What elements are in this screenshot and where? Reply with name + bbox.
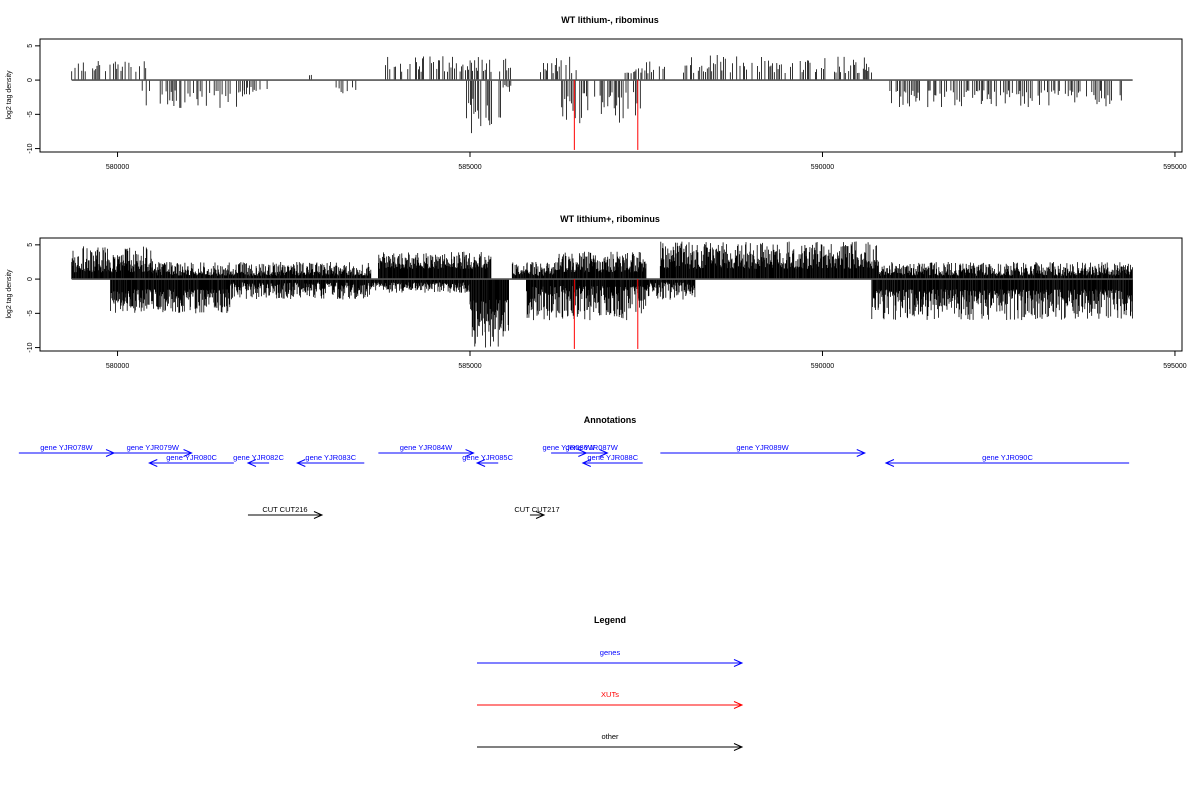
y-tick-label: 5 bbox=[27, 44, 34, 48]
feature-arrowhead bbox=[884, 459, 895, 467]
feature-label: gene YJR085C bbox=[462, 453, 513, 462]
feature-arrowhead bbox=[148, 459, 158, 467]
y-axis-label: log2 tag density bbox=[6, 70, 13, 120]
annotation-feature: gene YJR083C bbox=[296, 453, 365, 467]
annotation-feature: CUT CUT217 bbox=[514, 505, 560, 519]
y-tick-label: -10 bbox=[27, 143, 34, 153]
plot-lithium-plus: WT lithium+, ribominus log2 tag density … bbox=[6, 214, 1187, 370]
feature-arrowhead bbox=[246, 459, 257, 467]
legend-label: other bbox=[601, 732, 619, 741]
tag-density-bars bbox=[71, 55, 1133, 134]
legend-items: genes XUTs other bbox=[477, 648, 744, 751]
feature-label: gene YJR090C bbox=[982, 453, 1033, 462]
annotation-feature: gene YJR084W bbox=[378, 443, 475, 457]
feature-label: gene YJR079W bbox=[127, 443, 180, 452]
annotations-title: Annotations bbox=[584, 415, 637, 425]
legend-item: XUTs bbox=[477, 690, 744, 709]
annotation-feature: gene YJR088C bbox=[581, 453, 643, 467]
feature-arrowhead bbox=[475, 459, 486, 467]
x-tick-label: 580000 bbox=[106, 164, 129, 171]
y-tick-label: 5 bbox=[27, 243, 34, 247]
legend-item: genes bbox=[477, 648, 744, 667]
feature-arrowhead bbox=[599, 449, 609, 457]
legend-title: Legend bbox=[594, 615, 626, 625]
annotation-feature: gene YJR085C bbox=[462, 453, 514, 467]
x-tick-label: 590000 bbox=[811, 164, 834, 171]
legend-panel: Legend genes XUTs other bbox=[477, 615, 744, 751]
plot-frame bbox=[39, 38, 1183, 153]
y-tick-label: 0 bbox=[27, 277, 34, 281]
annotation-feature: CUT CUT216 bbox=[247, 505, 324, 519]
legend-label: genes bbox=[600, 648, 621, 657]
y-tick-label: 0 bbox=[27, 78, 34, 82]
feature-label: gene YJR082C bbox=[233, 453, 284, 462]
tag-density-bars bbox=[71, 241, 1133, 348]
y-axis: 5 0 -5 -10 bbox=[27, 44, 41, 154]
legend-label: XUTs bbox=[601, 690, 619, 699]
x-tick-label: 585000 bbox=[458, 164, 481, 171]
feature-label: gene YJR086W bbox=[543, 443, 596, 452]
x-axis: 580000 585000 590000 595000 bbox=[106, 151, 1187, 171]
feature-arrowhead bbox=[465, 449, 475, 457]
xut-markers bbox=[573, 279, 639, 349]
x-tick-label: 595000 bbox=[1163, 164, 1186, 171]
feature-arrowhead bbox=[313, 511, 324, 519]
feature-label: gene YJR078W bbox=[40, 443, 93, 452]
feature-label: gene YJR084W bbox=[400, 443, 453, 452]
annotation-feature: gene YJR082C bbox=[233, 453, 284, 467]
annotation-feature: gene YJR080C bbox=[148, 453, 234, 467]
xut-markers bbox=[573, 80, 639, 150]
y-tick-label: -10 bbox=[27, 342, 34, 352]
annotation-feature: gene YJR089W bbox=[660, 443, 867, 457]
annotation-feature: gene YJR079W bbox=[114, 443, 193, 457]
legend-arrowhead bbox=[733, 659, 744, 667]
annotation-feature: gene YJR090C bbox=[884, 453, 1130, 467]
feature-label: gene YJR089W bbox=[736, 443, 789, 452]
legend-arrowhead bbox=[733, 701, 744, 709]
feature-label: gene YJR088C bbox=[587, 453, 638, 462]
feature-label: gene YJR087W bbox=[565, 443, 618, 452]
y-axis-label: log2 tag density bbox=[6, 269, 13, 319]
feature-arrowhead bbox=[581, 459, 592, 467]
legend-item: other bbox=[477, 732, 744, 751]
feature-arrowhead bbox=[183, 449, 193, 457]
plot-lithium-minus: WT lithium-, ribominus log2 tag density … bbox=[6, 15, 1187, 171]
x-tick-label: 590000 bbox=[811, 363, 834, 370]
feature-label: CUT CUT217 bbox=[514, 505, 559, 514]
y-tick-label: -5 bbox=[27, 310, 34, 316]
annotation-feature: gene YJR078W bbox=[18, 443, 116, 457]
x-tick-label: 595000 bbox=[1163, 363, 1186, 370]
legend-arrowhead bbox=[733, 743, 744, 751]
feature-arrowhead bbox=[856, 449, 867, 457]
feature-label: gene YJR083C bbox=[305, 453, 356, 462]
plot-title: WT lithium-, ribominus bbox=[561, 15, 659, 25]
feature-label: gene YJR080C bbox=[166, 453, 217, 462]
feature-label: CUT CUT216 bbox=[262, 505, 307, 514]
feature-arrowhead bbox=[296, 459, 306, 467]
y-axis: 5 0 -5 -10 bbox=[27, 243, 41, 353]
annotation-feature: gene YJR087W bbox=[565, 443, 619, 457]
annotations-panel: Annotations gene YJR078W gene YJR079Wgene… bbox=[18, 415, 1130, 519]
x-axis: 580000 585000 590000 595000 bbox=[106, 350, 1187, 370]
x-tick-label: 580000 bbox=[106, 363, 129, 370]
feature-arrowhead bbox=[535, 511, 546, 519]
plot-title: WT lithium+, ribominus bbox=[560, 214, 660, 224]
y-tick-label: -5 bbox=[27, 111, 34, 117]
x-tick-label: 585000 bbox=[458, 363, 481, 370]
